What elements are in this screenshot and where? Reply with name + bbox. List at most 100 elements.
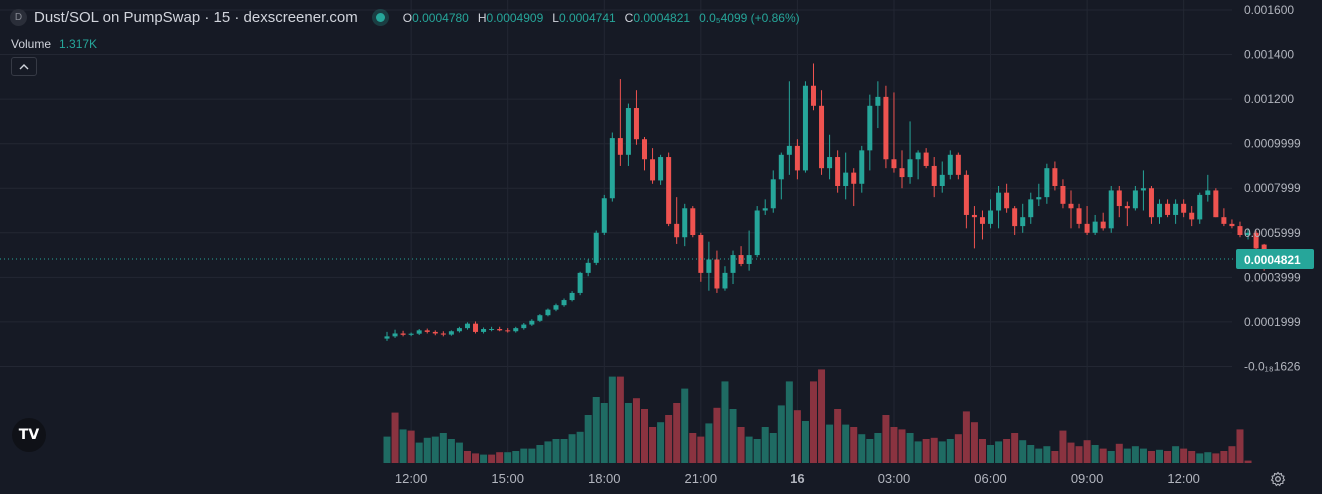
candle-body [1044,168,1050,198]
candle [907,121,913,184]
candle [1157,199,1163,224]
candle-body [1084,223,1090,233]
volume-bar [488,454,496,463]
volume-bar [1228,446,1236,463]
candle [593,230,599,266]
candle-body [481,329,487,332]
volume-bar [592,397,600,463]
candle [1245,228,1251,240]
candle [1076,203,1082,229]
volume-bar [431,436,439,463]
candle-body [1148,188,1154,218]
candle-body [440,333,446,335]
candle-body [650,159,656,181]
grid [0,0,1232,463]
candle [746,230,752,271]
low-value: 0.0004741 [558,10,616,25]
candle-body [907,159,913,178]
volume-bar [447,439,455,463]
candle [1237,221,1243,238]
candle-body [835,157,841,186]
candle-body [1157,203,1163,218]
candle-body [1036,197,1042,200]
candle-body [1253,232,1259,249]
candle [979,210,985,240]
volume-bar [415,442,423,463]
candle-body [1124,206,1130,209]
candle-body [810,85,816,106]
volume-bar [463,451,471,463]
candle-body [464,323,470,329]
volume-bar [657,422,665,463]
candle [1060,179,1066,209]
candle-body [1020,217,1026,227]
volume-bar [520,448,528,463]
time-axis[interactable]: 12:00 15:00 18:00 21:00 16 03:00 06:00 09:00 12:… [395,471,1200,486]
candle-body [915,152,921,160]
price-tick-label: 0.001600 [1244,3,1294,17]
candle [456,326,462,333]
candle-body [577,272,583,293]
candle [416,329,422,336]
settings-button[interactable] [1269,470,1287,488]
volume-value: 1.317K [59,37,98,51]
candle [432,330,438,336]
candle-body [1092,221,1098,233]
candle-body [996,192,1002,211]
candle-body [722,272,728,289]
candle-body [1028,199,1034,218]
tradingview-logo[interactable]: TV [12,418,46,452]
high-label: H [477,10,487,25]
volume-bar [906,433,914,463]
chart-title[interactable]: Dust/SOL on PumpSwap · 15 · dexscreener.… [34,9,358,26]
volume-bar [576,431,584,463]
candle-body [778,154,784,180]
volume-bar [745,436,753,463]
candle [642,136,648,171]
candle [537,314,543,322]
candle [666,152,672,227]
candle [770,170,776,213]
candle [545,308,551,317]
collapse-legend-button[interactable] [11,57,37,76]
volume-bar [681,388,689,463]
candle-body [1173,203,1179,215]
candle [497,326,503,332]
candle [1108,185,1114,233]
candle [464,322,470,330]
volume-bar [769,433,777,463]
candles [384,63,1275,341]
volume-bar [1099,448,1107,463]
candle [762,199,768,215]
volume-bar [1204,452,1212,463]
candle [706,241,712,291]
time-tick-label: 18:00 [588,471,621,486]
high-value: 0.0004909 [486,10,544,25]
candle [1028,192,1034,224]
volume-bar [1051,451,1059,463]
candle [448,330,454,336]
candle-body [851,172,857,184]
candle-body [939,174,945,186]
candle [875,81,881,129]
token-icon: D [10,9,27,26]
candle [384,331,390,341]
volume-bar [882,415,890,463]
candle [440,331,446,337]
candle-body [609,138,615,199]
candle-body [569,292,575,301]
candle [891,92,897,173]
price-axis[interactable]: 0.001600 0.001400 0.001200 0.0009999 0.00079… [1236,3,1314,373]
volume-bar [624,403,632,463]
candle [674,197,680,244]
candle [400,330,406,337]
chevron-up-icon [19,64,29,70]
volume-bar [970,422,978,463]
volume-bar [914,441,922,463]
volume-bar [938,441,946,463]
volume-bar [1003,439,1011,463]
volume-bar [753,439,761,463]
volume-bar [1043,446,1051,463]
candle [996,185,1002,229]
